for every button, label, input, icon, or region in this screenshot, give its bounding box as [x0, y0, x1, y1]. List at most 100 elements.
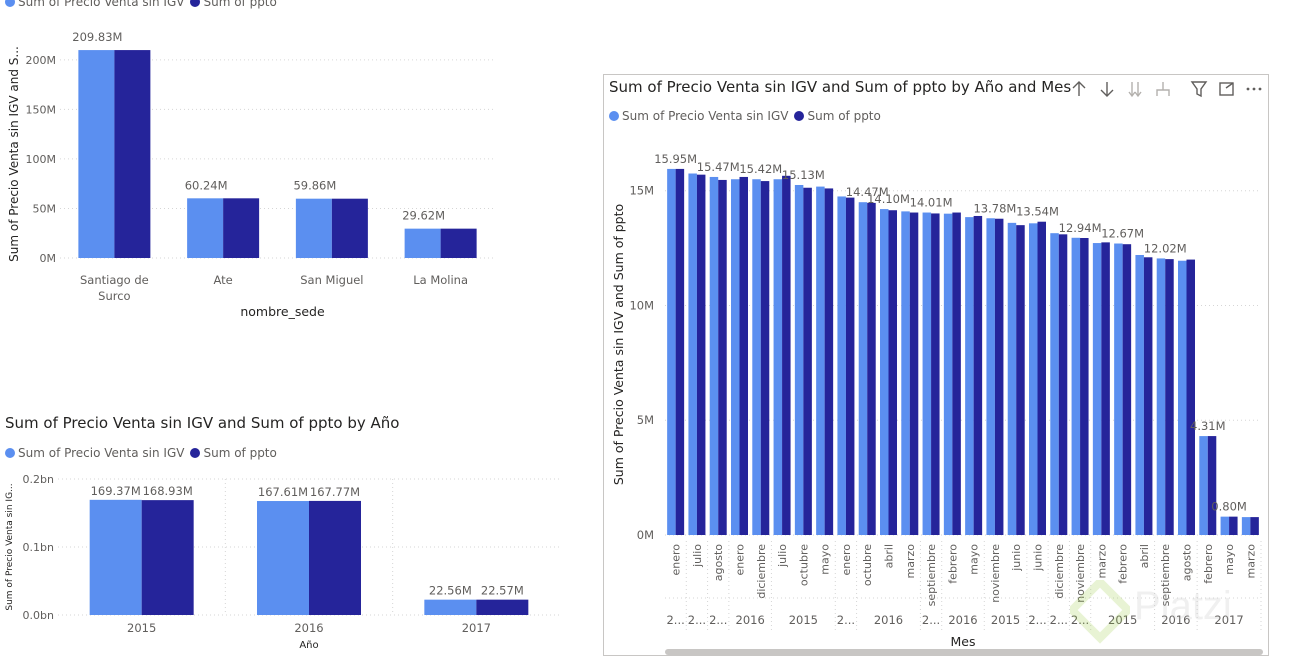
legend-item-ppto[interactable]: Sum of ppto: [794, 109, 881, 123]
x-tick-label-month: enero: [840, 544, 853, 576]
bar-precio: [943, 213, 953, 536]
expand-hierarchy-icon[interactable]: [1156, 82, 1170, 96]
bar-precio: [667, 168, 676, 535]
data-label: 12.94M: [1059, 221, 1102, 235]
x-tick-label-month: mayo: [968, 544, 981, 575]
data-label: 29.62M: [402, 209, 445, 223]
bar-ppto: [931, 213, 940, 535]
x-tick-label-month: julio: [776, 544, 789, 568]
x-tick-label: Ate: [214, 273, 233, 287]
data-label: 4.31M: [1190, 419, 1226, 433]
bar-precio: [901, 211, 910, 535]
bar-precio: [837, 196, 846, 535]
x-tick-label-month: agosto: [712, 544, 725, 581]
x-tick-label-month: octubre: [861, 544, 874, 586]
y-tick-label: 5M: [637, 413, 654, 427]
legend-item-precio[interactable]: Sum of Precio Venta sin IGV: [5, 0, 184, 9]
y-tick-label: 0.2bn: [23, 473, 54, 486]
data-label: 12.02M: [1144, 241, 1187, 255]
chart-sales-by-year-month[interactable]: Sum of Precio Venta sin IGV and Sum of p…: [603, 74, 1269, 656]
x-tick-label: 2015: [127, 621, 156, 635]
bar-ppto: [1101, 242, 1110, 536]
x-tick-label-year: 2...: [837, 613, 855, 627]
bar-precio: [773, 179, 783, 535]
watermark-text: Platzi: [1134, 584, 1232, 628]
data-label: 168.93M: [143, 484, 193, 498]
filter-icon[interactable]: [1190, 81, 1208, 98]
y-tick-label: 150M: [26, 103, 57, 116]
bar-ppto: [1250, 517, 1259, 535]
data-label: 0.80M: [1211, 500, 1247, 514]
x-tick-label-month: agosto: [1181, 544, 1194, 581]
bar-ppto: [696, 174, 706, 535]
legend-dot-ppto: [190, 0, 201, 7]
legend-label-precio: Sum of Precio Venta sin IGV: [18, 446, 185, 460]
legend-dot-precio: [609, 111, 619, 121]
y-axis-title: Sum of Precio Venta sin IGV and S...: [7, 46, 21, 262]
bar-ppto: [994, 218, 1004, 535]
x-tick-label-year: 2015: [789, 613, 818, 627]
bar-ppto: [888, 210, 897, 535]
arrow-up-icon[interactable]: [1072, 81, 1086, 96]
bar-precio: [1007, 222, 1017, 536]
bar-ppto: [331, 198, 368, 258]
x-tick-label-month: marzo: [1095, 544, 1108, 579]
chart-sales-by-sede[interactable]: Sum of Precio Venta sin IGV Sum of ppto …: [0, 0, 520, 330]
bar-ppto: [1058, 234, 1068, 535]
bar-precio: [731, 179, 740, 535]
x-tick-label-year: 2...: [1050, 613, 1068, 627]
data-label: 22.56M: [429, 584, 472, 598]
double-arrow-down-icon[interactable]: [1128, 82, 1142, 98]
platzi-logo-icon: [1070, 580, 1130, 644]
x-tick-label-month: mayo: [819, 544, 832, 575]
chart3-plot: 0M 5M 10M 15M 15.95M enero julio 15.47M agosto en…: [611, 152, 1262, 649]
focus-mode-icon[interactable]: [1219, 82, 1234, 96]
legend-item-ppto[interactable]: Sum of ppto: [190, 446, 277, 460]
x-tick-label-year: 2017: [1214, 613, 1243, 627]
bar-ppto: [1122, 244, 1132, 535]
bar-precio: [295, 198, 332, 258]
chart2-title: Sum of Precio Venta sin IGV and Sum of p…: [5, 414, 400, 432]
x-tick-label-month: junio: [1032, 544, 1045, 572]
x-tick-label-year: 2015: [991, 613, 1020, 627]
x-tick-label-month: noviembre: [1074, 544, 1087, 603]
bar-precio: [794, 184, 804, 536]
chart1-legend: Sum of Precio Venta sin IGV Sum of ppto: [5, 0, 283, 9]
data-label: 15.42M: [739, 162, 782, 176]
legend-item-precio[interactable]: Sum of Precio Venta sin IGV: [609, 109, 788, 123]
bar-precio: [1135, 254, 1144, 535]
y-tick-label: 0.0bn: [23, 609, 54, 622]
legend-label-ppto: Sum of ppto: [203, 0, 277, 9]
more-options-icon[interactable]: [1246, 87, 1262, 91]
legend-item-precio[interactable]: Sum of Precio Venta sin IGV: [5, 446, 184, 460]
bar-ppto: [114, 50, 151, 258]
legend-item-ppto[interactable]: Sum of ppto: [190, 0, 277, 9]
data-label: 15.95M: [654, 152, 697, 166]
x-tick-label-year: 2016: [1161, 613, 1190, 627]
x-tick-label-year: 2...: [922, 613, 940, 627]
bar-ppto: [309, 500, 361, 615]
chart3-title: Sum of Precio Venta sin IGV and Sum of p…: [609, 78, 1071, 96]
bar-ppto: [718, 179, 727, 535]
chart-sales-by-year[interactable]: Sum of Precio Venta sin IGV and Sum of p…: [0, 410, 570, 656]
y-axis-title: Sum of Precio Venta sin IG...: [5, 483, 15, 610]
x-tick-label: San Miguel: [300, 273, 363, 287]
bar-precio: [187, 198, 224, 258]
data-label: 169.37M: [91, 484, 141, 498]
bar-ppto: [1037, 221, 1046, 535]
arrow-down-icon[interactable]: [1100, 82, 1114, 97]
chart3-legend: Sum of Precio Venta sin IGV Sum of ppto: [609, 109, 887, 123]
data-label: 15.47M: [697, 160, 740, 174]
bar-precio: [1050, 233, 1059, 536]
bar-precio: [257, 501, 309, 615]
x-tick-label-month: octubre: [797, 544, 810, 586]
horizontal-scrollbar[interactable]: [665, 649, 1263, 655]
bar-precio: [816, 186, 825, 536]
y-tick-label: 50M: [33, 202, 57, 215]
data-label: 15.13M: [782, 168, 825, 182]
bar-precio: [858, 202, 868, 535]
data-label: 60.24M: [185, 178, 228, 192]
y-tick-label: 0M: [637, 528, 654, 542]
bar-precio: [1114, 243, 1123, 535]
bar-precio: [1029, 223, 1038, 535]
